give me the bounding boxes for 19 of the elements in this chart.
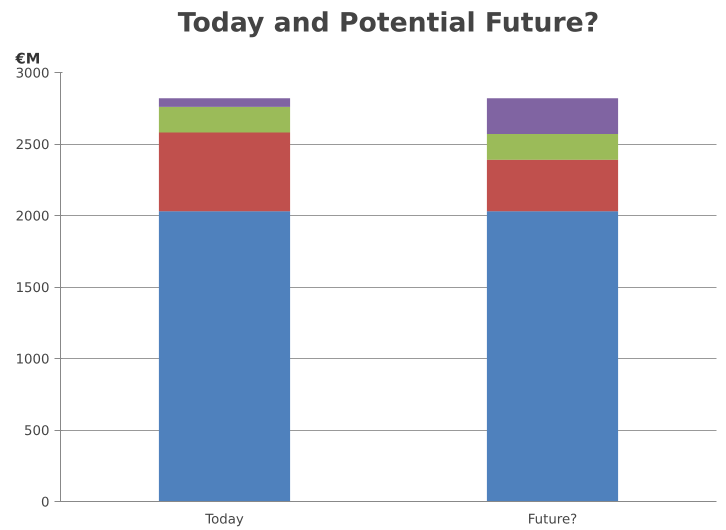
bar (486, 211, 618, 502)
y-tick-label: 2000 (16, 210, 50, 224)
bar (158, 132, 290, 212)
bar (158, 98, 290, 107)
y-tick-label: 0 (41, 496, 50, 510)
y-tick-label: 2500 (16, 138, 50, 153)
x-tick-label: Today (204, 512, 244, 528)
y-tick-label: 1000 (16, 352, 50, 368)
y-tick-label: 1500 (16, 281, 50, 296)
bar (158, 106, 290, 133)
y-tick-label: 500 (24, 424, 50, 439)
bar (158, 211, 290, 502)
y-axis-title: €M (14, 50, 40, 68)
bar (486, 98, 618, 134)
bar (486, 160, 618, 212)
y-tick-label: 3000 (16, 66, 50, 82)
x-tick-label: Future? (528, 512, 578, 528)
chart-title: Today and Potential Future? (178, 8, 600, 38)
bar (486, 134, 618, 160)
